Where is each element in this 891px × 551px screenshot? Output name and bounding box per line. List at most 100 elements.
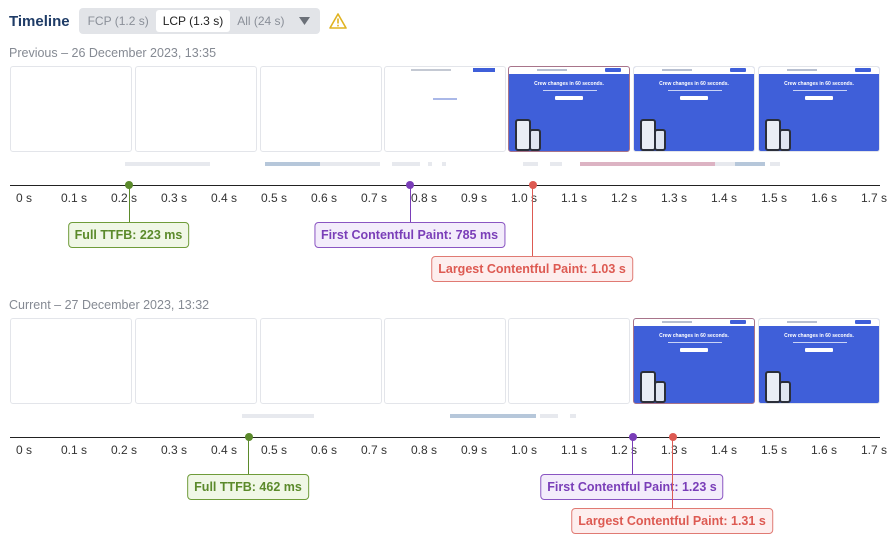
filmstrip-frame[interactable]: [384, 318, 506, 404]
request-bar: [550, 162, 562, 166]
previous-run-label: Previous – 26 December 2023, 13:35: [9, 46, 217, 60]
tick-label: 0 s: [15, 191, 33, 205]
time-axis: [10, 437, 880, 438]
ttfb-marker-dot[interactable]: [244, 433, 253, 441]
tick-label: 1.1 s: [560, 443, 588, 457]
request-bar: [508, 414, 536, 418]
request-bar: [735, 162, 765, 166]
request-bar: [242, 414, 314, 418]
filmstrip-frame[interactable]: Crew changes in 60 seconds.: [633, 66, 755, 152]
tick-label: 0.2 s: [110, 191, 138, 205]
lcp-marker-dot[interactable]: [528, 181, 537, 189]
ttfb-marker-line: [128, 185, 130, 222]
lcp-marker-dot[interactable]: [668, 433, 677, 441]
request-bars: [10, 162, 880, 166]
tick-label: 0.8 s: [410, 191, 438, 205]
request-bar: [580, 162, 715, 166]
timeline-header: Timeline FCP (1.2 s) LCP (1.3 s) All (24…: [9, 8, 347, 34]
filmstrip-frame[interactable]: Crew changes in 60 seconds.: [508, 66, 630, 152]
lcp-label[interactable]: Largest Contentful Paint: 1.31 s: [571, 508, 773, 534]
filmstrip-frame[interactable]: Crew changes in 60 seconds.: [758, 66, 880, 152]
tick-label: 0.5 s: [260, 191, 288, 205]
tick-label: 1.1 s: [560, 191, 588, 205]
tick-label: 0 s: [15, 443, 33, 457]
option-lcp[interactable]: LCP (1.3 s): [155, 10, 231, 32]
tick-label: 0.5 s: [260, 443, 288, 457]
option-all[interactable]: All (24 s): [237, 14, 285, 28]
lcp-marker-line: [532, 185, 533, 256]
request-bar: [320, 162, 380, 166]
request-bar: [428, 162, 432, 166]
tick-label: 1.4 s: [710, 443, 738, 457]
ttfb-label[interactable]: Full TTFB: 223 ms: [67, 222, 190, 248]
ttfb-label[interactable]: Full TTFB: 462 ms: [187, 474, 309, 500]
hero-heading: Crew changes in 60 seconds.: [784, 81, 854, 87]
tick-label: 0.6 s: [310, 191, 338, 205]
fcp-marker-line: [632, 437, 633, 474]
tick-label: 1.2 s: [610, 191, 638, 205]
tick-label: 0.3 s: [160, 191, 188, 205]
filmstrip-frame[interactable]: [135, 66, 257, 152]
request-bar: [523, 162, 538, 166]
request-bar: [125, 162, 210, 166]
filmstrip-frame[interactable]: [10, 318, 132, 404]
filmstrip: Crew changes in 60 seconds. Crew changes …: [10, 66, 880, 152]
filmstrip-frame[interactable]: [260, 66, 382, 152]
request-bar: [450, 414, 508, 418]
tick-label: 0.2 s: [110, 443, 138, 457]
tick-label: 0.4 s: [210, 443, 238, 457]
tick-label: 1.7 s: [860, 191, 888, 205]
tick-label: 1.6 s: [810, 191, 838, 205]
chevron-down-icon[interactable]: [296, 12, 314, 30]
time-axis: [10, 185, 880, 186]
lcp-label[interactable]: Largest Contentful Paint: 1.03 s: [431, 256, 633, 282]
filmstrip-frame[interactable]: [260, 318, 382, 404]
hero-heading: Crew changes in 60 seconds.: [534, 81, 604, 87]
hero-heading: Crew changes in 60 seconds.: [659, 81, 729, 87]
filmstrip-frame[interactable]: [135, 318, 257, 404]
tick-label: 0.7 s: [360, 443, 388, 457]
filmstrip: Crew changes in 60 seconds. Crew changes …: [10, 318, 880, 404]
filmstrip-frame[interactable]: Crew changes in 60 seconds.: [633, 318, 755, 404]
tick-label: 0.6 s: [310, 443, 338, 457]
request-bar: [715, 162, 735, 166]
request-bars: [10, 414, 880, 418]
tick-label: 1.3 s: [660, 443, 688, 457]
tick-label: 1.0 s: [510, 191, 538, 205]
tick-label: 0.8 s: [410, 443, 438, 457]
request-bar: [570, 414, 576, 418]
filmstrip-frame[interactable]: [384, 66, 506, 152]
fcp-marker-dot[interactable]: [628, 433, 637, 441]
tick-label: 1.6 s: [810, 443, 838, 457]
request-bar: [540, 414, 558, 418]
tick-label: 0.9 s: [460, 443, 488, 457]
tick-label: 1.4 s: [710, 191, 738, 205]
warning-icon[interactable]: [328, 12, 347, 30]
request-bar: [442, 162, 446, 166]
fcp-marker-line: [409, 185, 411, 222]
hero-heading: Crew changes in 60 seconds.: [659, 333, 729, 339]
hero-heading: Crew changes in 60 seconds.: [784, 333, 854, 339]
option-fcp[interactable]: FCP (1.2 s): [87, 14, 149, 28]
current-run-section: Current – 27 December 2023, 13:32 Crew c…: [0, 298, 891, 538]
timeline-title: Timeline: [9, 12, 70, 30]
tick-label: 0.7 s: [360, 191, 388, 205]
request-bar: [392, 162, 420, 166]
fcp-label[interactable]: First Contentful Paint: 1.23 s: [540, 474, 724, 500]
tick-label: 1.2 s: [610, 443, 638, 457]
tick-label: 1.7 s: [860, 443, 888, 457]
tick-label: 0.4 s: [210, 191, 238, 205]
tick-label: 1.0 s: [510, 443, 538, 457]
filmstrip-frame[interactable]: [508, 318, 630, 404]
fcp-marker-dot[interactable]: [406, 181, 414, 189]
filmstrip-frame[interactable]: [10, 66, 132, 152]
metric-segmented-control: FCP (1.2 s) LCP (1.3 s) All (24 s): [78, 8, 320, 34]
ttfb-marker-dot[interactable]: [125, 181, 133, 189]
filmstrip-frame[interactable]: Crew changes in 60 seconds.: [758, 318, 880, 404]
previous-run-section: Previous – 26 December 2023, 13:35 Crew …: [0, 46, 891, 286]
ttfb-marker-line: [248, 437, 249, 474]
tick-label: 0.1 s: [60, 191, 88, 205]
fcp-label[interactable]: First Contentful Paint: 785 ms: [313, 222, 506, 248]
tick-label: 0.3 s: [160, 443, 188, 457]
request-bar: [770, 162, 780, 166]
